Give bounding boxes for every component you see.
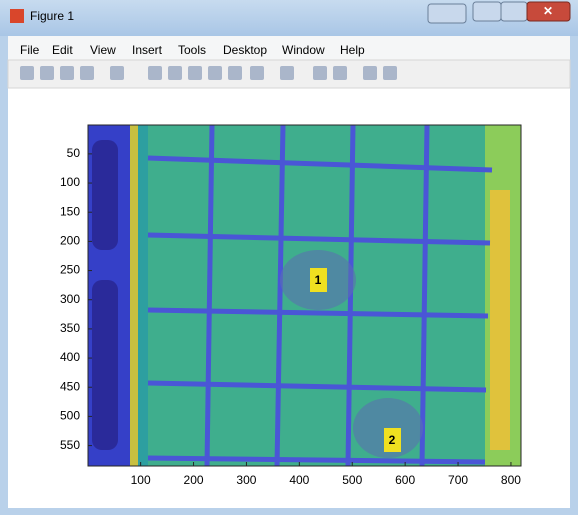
window-title: Figure 1 (30, 9, 74, 23)
marker-label: 1 (315, 273, 322, 287)
tool-button (20, 66, 34, 80)
image-region (490, 190, 510, 450)
tool-button (363, 66, 377, 80)
menu-item[interactable]: View (90, 43, 116, 57)
x-tick-label: 700 (448, 473, 468, 487)
y-tick-label: 400 (60, 350, 80, 364)
tool-button (208, 66, 222, 80)
menu-item[interactable]: Tools (178, 43, 206, 57)
image-region (92, 280, 118, 450)
image-region (138, 125, 148, 466)
tool-button (80, 66, 94, 80)
x-tick-label: 200 (184, 473, 204, 487)
menu-item[interactable]: Window (282, 43, 325, 57)
menu-item[interactable]: File (20, 43, 40, 57)
image-region (92, 140, 118, 250)
tool-button (168, 66, 182, 80)
x-tick-label: 100 (131, 473, 151, 487)
menu-item[interactable]: Insert (132, 43, 163, 57)
close-glyph: ✕ (543, 4, 553, 18)
tool-button (110, 66, 124, 80)
tool-button (333, 66, 347, 80)
y-tick-label: 50 (67, 146, 81, 160)
y-tick-label: 500 (60, 409, 80, 423)
menu-item[interactable]: Edit (52, 43, 73, 57)
image-region (130, 125, 138, 466)
x-tick-label: 800 (501, 473, 521, 487)
x-tick-label: 500 (342, 473, 362, 487)
app-icon (10, 9, 24, 23)
minimize-button[interactable] (473, 2, 501, 21)
image: 1 2 (88, 125, 521, 466)
y-tick-label: 300 (60, 292, 80, 306)
window-canvas: Figure 1 ✕ File Edit View Insert Tools Deskto… (0, 0, 578, 515)
tool-button (148, 66, 162, 80)
y-tick-label: 100 (60, 175, 80, 189)
x-tick-label: 300 (236, 473, 256, 487)
y-tick-label: 450 (60, 379, 80, 393)
menu-item[interactable]: Desktop (223, 43, 267, 57)
tool-button (280, 66, 294, 80)
figure-window: Figure 1 ✕ File Edit View Insert Tools Deskto… (0, 0, 578, 515)
y-tick-label: 250 (60, 263, 80, 277)
tool-button (250, 66, 264, 80)
x-tick-label: 600 (395, 473, 415, 487)
y-tick-label: 150 (60, 204, 80, 218)
y-tick-label: 200 (60, 234, 80, 248)
menu-item[interactable]: Help (340, 43, 365, 57)
tool-button (383, 66, 397, 80)
y-tick-label: 350 (60, 321, 80, 335)
y-tick-label: 550 (60, 438, 80, 452)
tool-button (228, 66, 242, 80)
tool-button (60, 66, 74, 80)
tool-button (40, 66, 54, 80)
tool-button (188, 66, 202, 80)
marker-label: 2 (389, 433, 396, 447)
x-tick-label: 400 (289, 473, 309, 487)
restore-button[interactable] (428, 4, 466, 23)
tool-button (313, 66, 327, 80)
maximize-button[interactable] (501, 2, 527, 21)
